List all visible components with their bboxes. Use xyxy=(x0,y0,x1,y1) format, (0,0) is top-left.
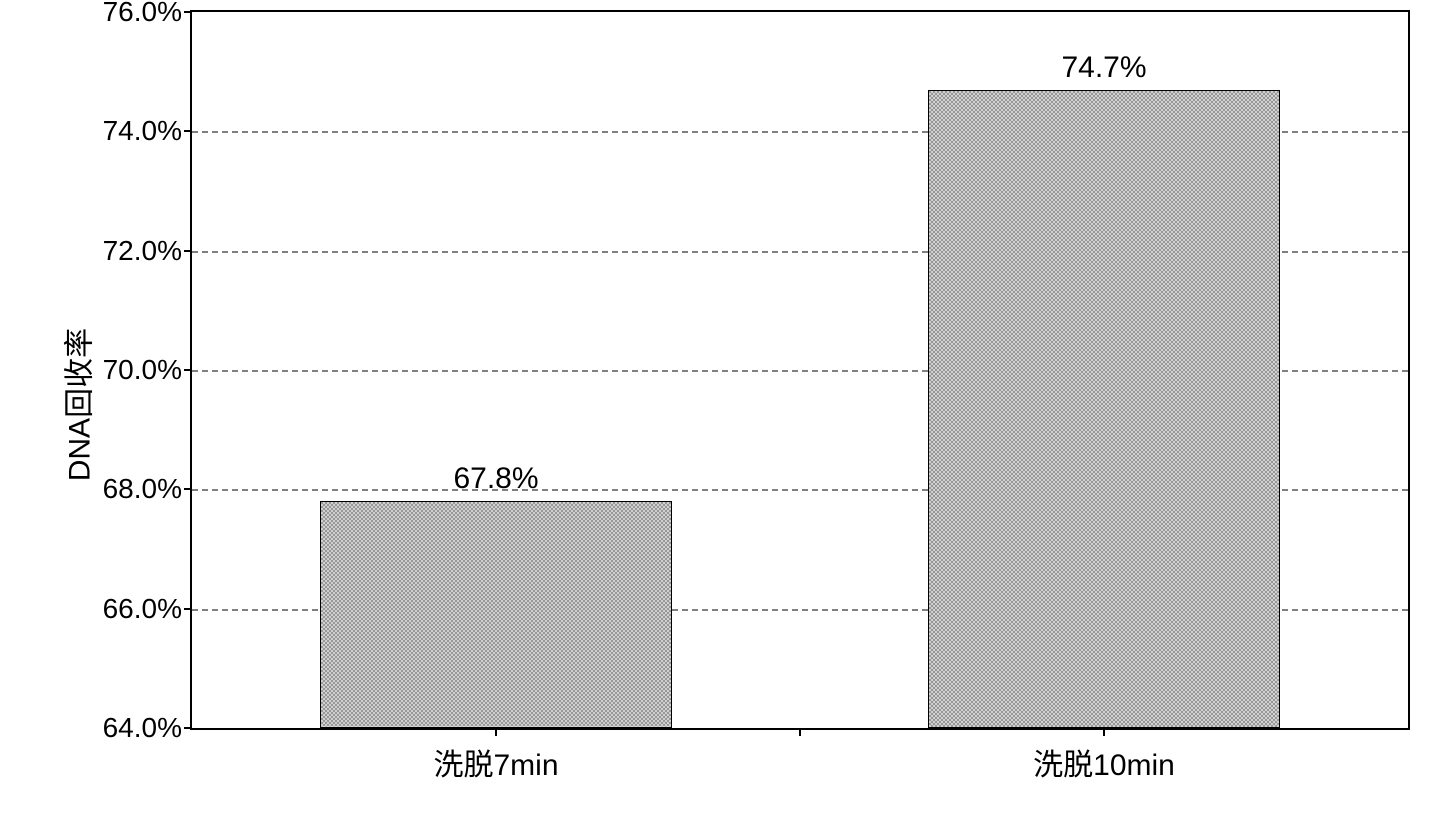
y-tick-label: 68.0% xyxy=(103,473,192,505)
y-tick-label: 66.0% xyxy=(103,593,192,625)
bar-fill xyxy=(321,502,672,727)
y-tick-label: 72.0% xyxy=(103,235,192,267)
x-category-label: 洗脱7min xyxy=(433,728,558,784)
bar-fill xyxy=(929,91,1280,727)
chart-container: DNA回收率 64.0% 66.0% 68.0% 70.0% xyxy=(0,0,1433,817)
y-axis-label: DNA回收率 xyxy=(55,327,99,480)
y-tick-label: 64.0% xyxy=(103,712,192,744)
bar: 74.7% xyxy=(928,90,1281,728)
plot-area: 64.0% 66.0% 68.0% 70.0% 72.0% 74.0% 76.0… xyxy=(190,10,1410,730)
bar-value-label: 67.8% xyxy=(453,462,538,502)
bar: 67.8% xyxy=(320,501,673,728)
x-tick-mark xyxy=(799,728,801,736)
x-category-label: 洗脱10min xyxy=(1033,728,1175,784)
y-tick-label: 76.0% xyxy=(103,0,192,28)
y-tick-label: 74.0% xyxy=(103,115,192,147)
y-tick-label: 70.0% xyxy=(103,354,192,386)
bar-value-label: 74.7% xyxy=(1061,51,1146,91)
